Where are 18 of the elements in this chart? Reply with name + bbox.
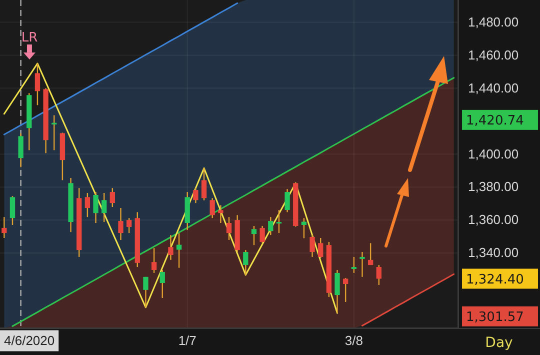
text: 1,420.74 <box>466 113 524 128</box>
y-tick-label: 1,460.00 <box>468 47 519 62</box>
y-tick-label: 1,480.00 <box>468 14 519 30</box>
text: 1,324.40 <box>466 272 524 288</box>
y-tick-label: 1,340.00 <box>468 245 519 260</box>
line-series <box>361 273 455 326</box>
x-tick-label: 1/7 <box>178 333 196 348</box>
y-tick-label: 1,440.00 <box>468 80 519 96</box>
annotation: LR <box>21 30 38 46</box>
line-series <box>3 62 338 314</box>
y-tick-label: 1,400.00 <box>468 146 519 162</box>
y-tick-label: 1,360.00 <box>468 212 519 228</box>
text: 1,301.57 <box>466 310 524 325</box>
x-tick-label: 3/8 <box>344 333 363 348</box>
y-tick-label: 1,380.00 <box>468 179 519 194</box>
text: Day <box>485 335 513 351</box>
line-series <box>3 2 238 136</box>
x-tick-label: 4/6/2020 <box>4 333 55 348</box>
